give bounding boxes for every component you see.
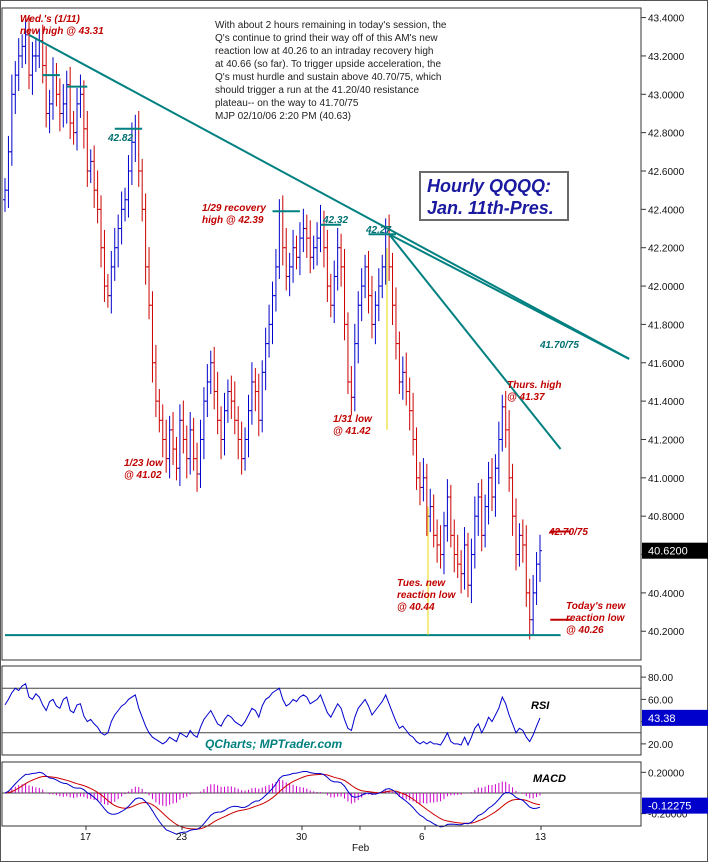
x-tick-label: Feb [352,843,370,854]
annotation-label: Today's new [566,601,626,612]
annotation-label: 1/29 recovery [202,203,266,214]
x-tick-label: 6 [419,832,425,843]
annotation-label: 41.70/75 [539,340,579,351]
price-panel: 43.4000 43.2000 43.0000 42.8000 42.6000 42.40… [1,7,708,661]
commentary-line: Q's must hurdle and sustain above 40.70/… [215,72,442,83]
y-tick-label: 43.2000 [648,52,685,63]
rsi-title: RSI [531,700,550,712]
annotation-label: 42.70/75 [548,527,588,538]
y-tick-label: 43.0000 [648,90,685,101]
watermark: QCharts; MPTrader.com [205,737,342,751]
y-tick-label: 42.8000 [648,129,685,140]
x-tick-label: 23 [176,832,188,843]
rsi-tick-label: 60.00 [648,695,673,706]
commentary-line: reaction low at 40.26 to an intraday rec… [215,46,433,57]
y-tick-label: 40.2000 [648,627,685,638]
y-tick-label: 41.0000 [648,474,685,485]
annotation-label: @ 41.37 [507,392,545,403]
y-tick-label: 41.4000 [648,397,685,408]
macd-value-box [642,797,708,814]
annotation-label: 42.32 [322,215,348,226]
commentary-line: Q's continue to grind their way off of t… [215,33,438,44]
annotation-label: @ 41.02 [124,470,162,481]
annotation-label: high @ 42.39 [202,215,264,226]
annotation-label: 42.27 [365,225,391,236]
x-tick-label: 30 [296,832,308,843]
rsi-value-box [642,709,708,726]
annotation-label: Thurs. high [507,380,561,391]
annotation-label: new high @ 43.31 [20,26,104,37]
rsi-tick-label: 80.00 [648,673,673,684]
y-tick-label: 42.6000 [648,167,685,178]
title-line-1: Hourly QQQQ: [427,176,551,196]
annotation-label: reaction low [397,590,457,601]
annotation-label: 1/31 low [333,414,373,425]
annotation-label: 42.82 [107,133,133,144]
commentary-line: at 40.66 (so far). To trigger upside acc… [215,59,441,70]
last-price-box [642,542,708,559]
y-tick-label: 42.4000 [648,205,685,216]
annotation-label: Wed.'s (1/11) [20,14,80,25]
title-box [419,171,569,221]
annotation-label: reaction low [566,613,626,624]
x-tick-label: 13 [535,832,547,843]
annotation-label: @ 40.44 [397,602,435,613]
annotation-label: 1/23 low [124,458,164,469]
y-tick-label: 41.2000 [648,435,685,446]
trendline [388,233,630,360]
annotation-label: Tues. new [397,578,446,589]
annotation-label: @ 41.42 [333,426,371,437]
y-tick-label: 41.8000 [648,320,685,331]
macd-tick-label: -0.20000 [648,810,688,821]
macd-value-label: -0.12275 [648,801,691,813]
trendline [28,33,630,360]
x-tick-label: 17 [80,832,92,843]
y-tick-label: 40.4000 [648,589,685,600]
panel-frame [1,665,642,756]
commentary-signature: MJP 02/10/06 2:20 PM (40.63) [215,111,351,122]
macd-panel: 0.20000 -0.20000 MACD -0.12275 [1,761,708,835]
macd-tick-label: 0.20000 [648,768,685,779]
text-layer: With about 2 hours remaining in today's … [205,20,569,751]
commentary-line: plateau-- on the way to 41.70/75 [215,98,359,109]
rsi-line [4,683,541,747]
panel-frame [1,7,642,661]
y-tick-label: 42.2000 [648,244,685,255]
y-tick-label: 40.8000 [648,512,685,523]
macd-title: MACD [533,773,566,785]
trendline [388,233,562,450]
commentary-line: should trigger a run at the 41.20/40 res… [215,85,419,96]
y-tick-label: 41.6000 [648,359,685,370]
macd-signal-line [4,773,541,830]
rsi-value-label: 43.38 [648,713,676,725]
macd-line [4,771,541,835]
last-price-label: 40.6200 [648,546,688,558]
rsi-tick-label: 20.00 [648,740,673,751]
y-tick-label: 43.4000 [648,14,685,25]
x-axis: 17 23 30 Feb 6 13 [2,825,641,854]
y-tick-label: 42.0000 [648,282,685,293]
commentary-line: With about 2 hours remaining in today's … [215,20,447,31]
annotation-label: @ 40.26 [566,625,604,636]
title-line-2: Jan. 11th-Pres. [427,198,554,218]
